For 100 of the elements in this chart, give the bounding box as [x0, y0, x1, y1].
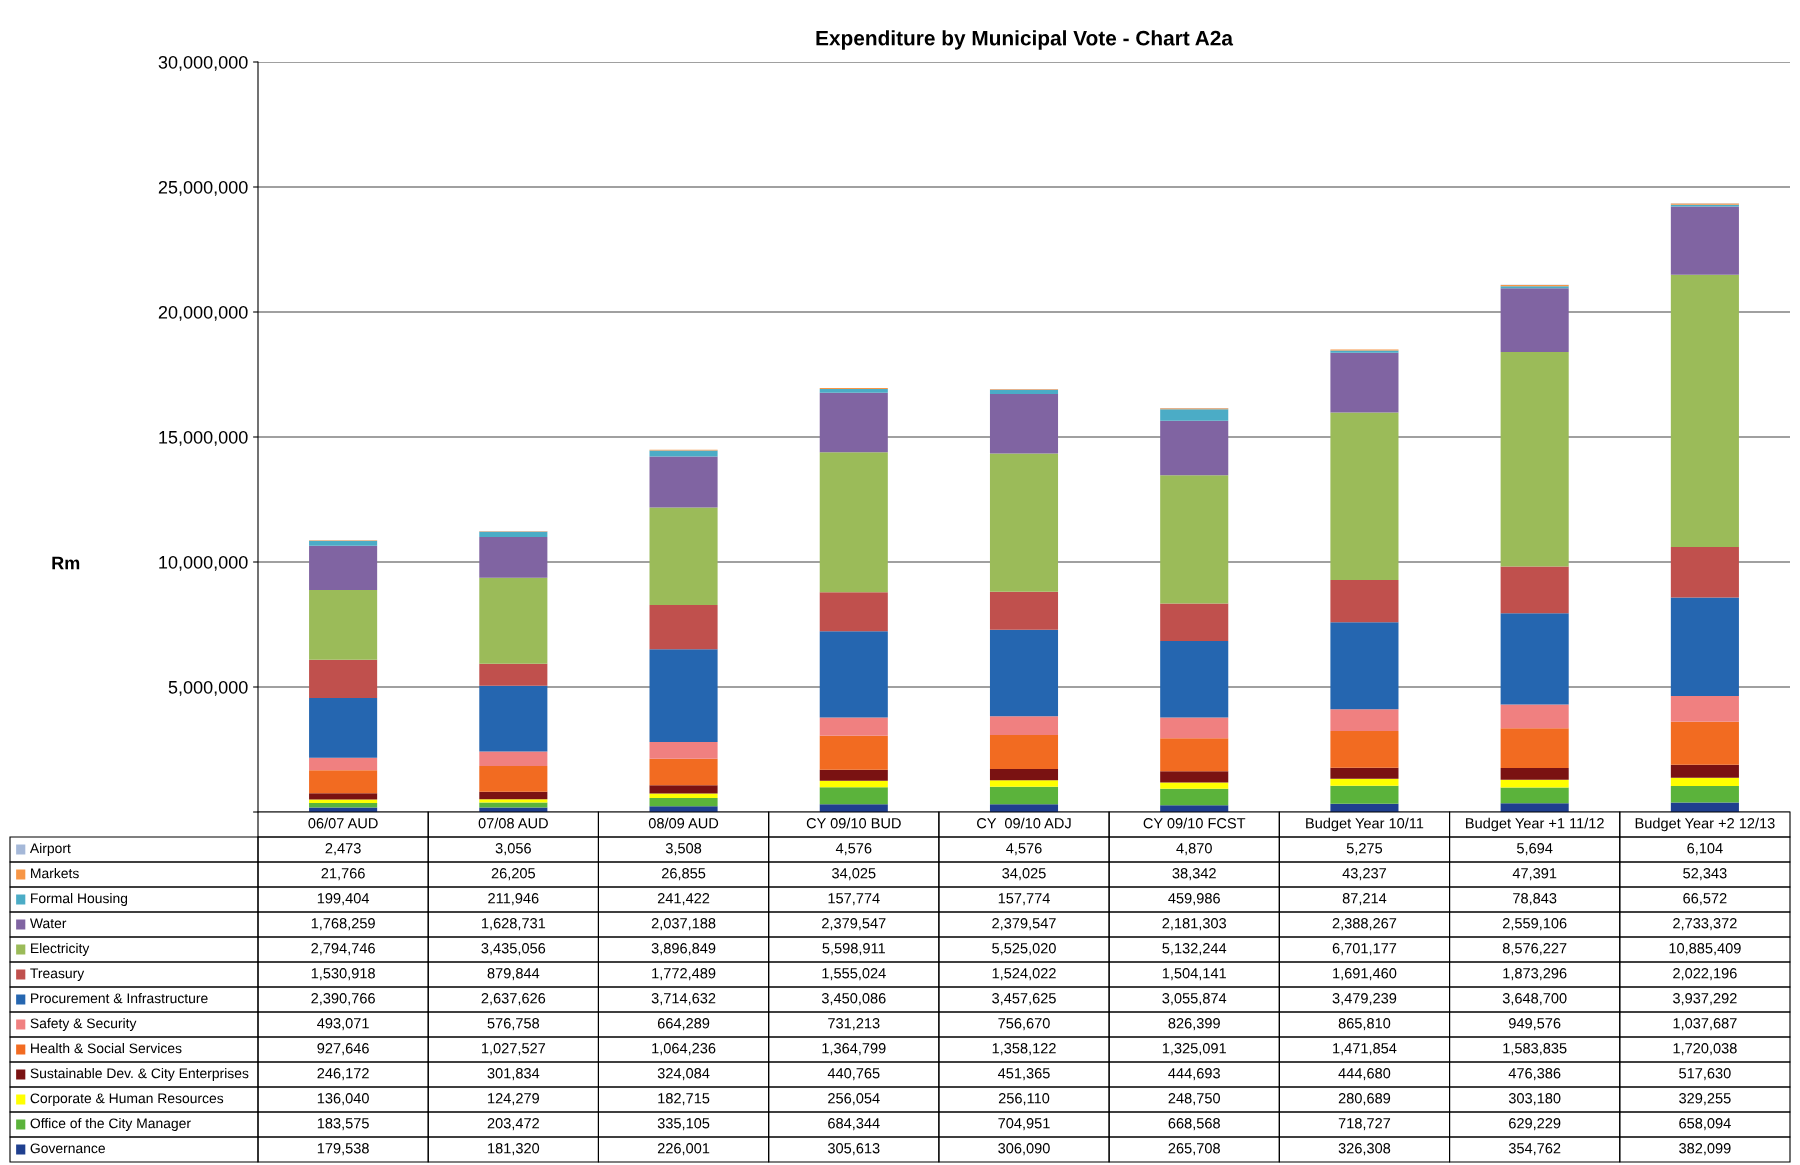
bar [819, 631, 888, 718]
data-label: 354,762 [1508, 1143, 1561, 1156]
data-label: 1,524,022 [992, 968, 1056, 981]
data-label: 26,855 [661, 868, 706, 881]
bar [1160, 788, 1229, 806]
bar [1330, 778, 1399, 786]
bar [479, 577, 548, 664]
x-tick-label: CY 09/10 FCST [1143, 817, 1246, 829]
data-label: 265,708 [1168, 1143, 1220, 1156]
data-label: 4,576 [835, 843, 872, 856]
data-label: 1,720,038 [1673, 1043, 1737, 1056]
data-label: 444,693 [1168, 1068, 1220, 1081]
data-label: 34,025 [832, 868, 876, 881]
bar [479, 799, 548, 803]
data-label: 1,555,024 [822, 968, 886, 981]
data-label: 136,040 [317, 1093, 369, 1106]
data-label: 8,576,227 [1502, 943, 1567, 956]
x-tick-label: Budget Year +2 12/13 [1635, 817, 1775, 832]
data-label: 629,229 [1509, 1118, 1561, 1131]
bar [309, 545, 378, 590]
data-label: 1,873,296 [1503, 968, 1567, 981]
data-label: 5,132,244 [1162, 943, 1227, 956]
data-label: 179,538 [317, 1143, 369, 1156]
bar [819, 769, 888, 781]
data-label: 1,583,835 [1503, 1043, 1567, 1056]
x-tick-label: Budget Year +1 11/12 [1466, 817, 1604, 832]
data-label: 226,001 [657, 1143, 710, 1156]
y-tick-label: 10,000,000 [159, 555, 248, 571]
x-tick-label: 08/09 AUD [648, 817, 719, 829]
data-label: 1,772,489 [652, 968, 716, 981]
bar [479, 531, 548, 538]
bar [1500, 352, 1569, 567]
data-label: 2,388,267 [1332, 918, 1397, 931]
bar [1500, 779, 1569, 788]
bar [309, 793, 378, 800]
bar [309, 698, 378, 758]
x-tick-label: CY 09/10 ADJ [977, 817, 1071, 829]
y-tick-label: 25,000,000 [158, 180, 248, 196]
data-label: 1,471,854 [1333, 1043, 1397, 1056]
data-label: 4,870 [1176, 843, 1212, 856]
bar [1160, 409, 1229, 421]
data-label: 280,689 [1338, 1093, 1391, 1106]
bar [819, 392, 888, 453]
data-label: 87,214 [1342, 893, 1387, 906]
bar [1500, 787, 1569, 804]
data-label: 4,576 [1006, 843, 1042, 856]
data-label: 5,275 [1346, 843, 1383, 856]
bar [1670, 546, 1739, 598]
data-label: 181,320 [488, 1143, 540, 1156]
data-label: 927,646 [317, 1043, 369, 1056]
bar [479, 791, 548, 800]
bar [309, 802, 378, 808]
data-label: 493,071 [317, 1018, 369, 1031]
bar [1670, 764, 1739, 778]
data-label: 256,110 [998, 1093, 1050, 1106]
bar [989, 786, 1059, 805]
data-label: 1,358,122 [992, 1043, 1056, 1056]
bar [649, 758, 718, 786]
bar [989, 591, 1059, 630]
bar [1330, 730, 1399, 768]
bar [1160, 603, 1229, 642]
bar [1500, 288, 1569, 353]
data-label: 1,364,799 [822, 1043, 886, 1056]
data-label: 476,386 [1508, 1068, 1561, 1081]
bar [1160, 475, 1229, 604]
data-label: 324,084 [657, 1068, 710, 1081]
data-label: 949,576 [1509, 1018, 1561, 1031]
bar [989, 716, 1059, 736]
bar [1670, 206, 1739, 275]
data-label: 668,568 [1168, 1118, 1220, 1131]
data-label: 124,279 [488, 1093, 539, 1106]
data-label: 26,205 [491, 868, 536, 881]
bar [479, 751, 548, 767]
x-tick-label: Budget Year 10/11 [1306, 817, 1424, 832]
data-label: 157,774 [998, 893, 1050, 906]
data-label: 21,766 [321, 868, 365, 881]
data-label: 2,559,106 [1502, 918, 1567, 931]
data-label: 203,472 [487, 1118, 539, 1131]
bar [309, 770, 378, 794]
data-label: 2,390,766 [311, 993, 375, 1006]
bar [819, 388, 888, 393]
y-tick-label: 15,000,000 [159, 430, 248, 446]
legend-label: Office of the City Manager [30, 1118, 191, 1131]
data-label: 5,525,020 [992, 943, 1056, 956]
bar [1500, 728, 1569, 768]
data-label: 1,064,236 [652, 1043, 716, 1056]
data-label: 52,343 [1683, 868, 1727, 881]
bar [1330, 709, 1399, 731]
data-label: 517,630 [1679, 1068, 1731, 1081]
bar [479, 766, 548, 792]
data-label: 1,325,091 [1162, 1043, 1226, 1056]
data-label: 1,628,731 [482, 918, 546, 931]
bar [1500, 566, 1569, 614]
bar [1670, 597, 1739, 696]
data-label: 157,774 [828, 893, 880, 906]
x-tick-label: CY 09/10 BUD [806, 817, 901, 829]
bar [1160, 717, 1229, 739]
bar [989, 780, 1059, 787]
bar [989, 629, 1059, 717]
bar [1500, 613, 1569, 705]
